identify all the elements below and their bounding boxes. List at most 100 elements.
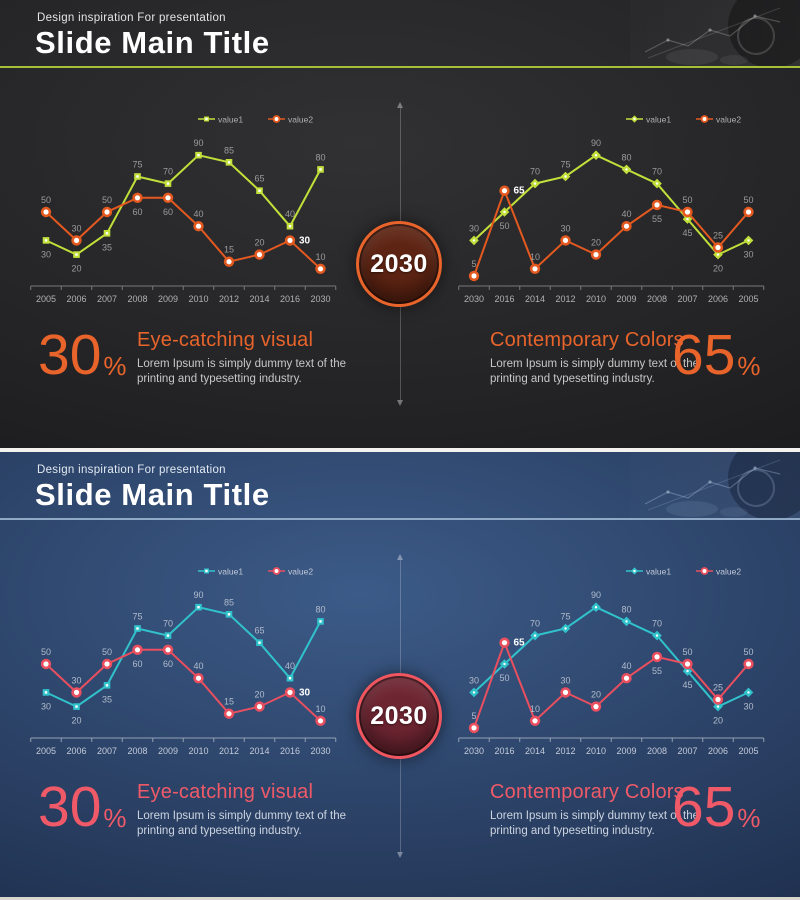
svg-text:80: 80 — [315, 152, 325, 162]
stat-right-number: 65 — [672, 323, 736, 387]
svg-text:2030: 2030 — [464, 746, 484, 756]
line-chart-left: 2005 2006 2007 2008 2009 2010 2012 2014 2016 2030… — [28, 105, 338, 305]
svg-text:90: 90 — [591, 590, 601, 600]
svg-text:value1: value1 — [218, 567, 243, 577]
svg-text:2009: 2009 — [616, 746, 636, 756]
stat-right-body: Lorem Ipsum is simply dummy text of the … — [490, 810, 699, 838]
svg-text:70: 70 — [652, 167, 662, 177]
svg-text:2008: 2008 — [647, 294, 667, 304]
svg-text:value1: value1 — [646, 567, 671, 577]
stat-left-number: 30 — [38, 323, 102, 387]
svg-text:30: 30 — [41, 701, 51, 711]
svg-text:90: 90 — [591, 138, 601, 148]
svg-text:50: 50 — [743, 647, 753, 657]
svg-text:2009: 2009 — [616, 294, 636, 304]
svg-text:20: 20 — [254, 238, 264, 248]
svg-text:2007: 2007 — [677, 294, 697, 304]
svg-text:2005: 2005 — [36, 294, 56, 304]
svg-text:65: 65 — [514, 186, 526, 197]
svg-text:30: 30 — [41, 249, 51, 259]
svg-text:2006: 2006 — [708, 294, 728, 304]
corner-photo — [630, 452, 800, 520]
svg-text:70: 70 — [163, 167, 173, 177]
svg-text:value1: value1 — [218, 115, 243, 125]
svg-text:5: 5 — [471, 711, 476, 721]
slide-subtitle: Design inspiration For presentation — [37, 464, 226, 476]
svg-text:30: 30 — [469, 675, 479, 685]
svg-text:2014: 2014 — [525, 746, 545, 756]
svg-text:90: 90 — [193, 590, 203, 600]
svg-text:2009: 2009 — [158, 294, 178, 304]
stat-left-value: 30 % — [38, 323, 127, 387]
arrow-up-icon — [396, 102, 403, 108]
slide-title: Slide Main Title — [35, 477, 270, 512]
line-chart-left: 2005 2006 2007 2008 2009 2010 2012 2014 2016 2030… — [28, 557, 338, 757]
stat-left-heading: Eye-catching visual — [137, 781, 314, 803]
svg-text:2008: 2008 — [127, 294, 147, 304]
svg-text:2030: 2030 — [310, 294, 330, 304]
svg-text:20: 20 — [71, 716, 81, 726]
svg-text:20: 20 — [713, 264, 723, 274]
svg-text:2005: 2005 — [36, 746, 56, 756]
year-circle: 2030 — [356, 221, 442, 307]
svg-text:70: 70 — [530, 167, 540, 177]
svg-text:2012: 2012 — [219, 294, 239, 304]
svg-text:50: 50 — [682, 195, 692, 205]
svg-text:30: 30 — [469, 223, 479, 233]
header-divider — [0, 66, 800, 68]
svg-text:40: 40 — [193, 209, 203, 219]
svg-text:10: 10 — [530, 704, 540, 714]
arrow-up-icon — [396, 554, 403, 560]
svg-text:20: 20 — [713, 716, 723, 726]
svg-text:30: 30 — [743, 701, 753, 711]
svg-text:40: 40 — [193, 661, 203, 671]
slide-blue-theme: Design inspiration For presentation Slid… — [0, 452, 800, 897]
svg-text:55: 55 — [652, 666, 662, 676]
svg-text:2008: 2008 — [127, 746, 147, 756]
svg-text:50: 50 — [682, 647, 692, 657]
stat-right-body: Lorem Ipsum is simply dummy text of the … — [490, 358, 699, 386]
svg-text:2016: 2016 — [494, 294, 514, 304]
slide-separator — [0, 448, 800, 452]
svg-text:70: 70 — [530, 619, 540, 629]
svg-text:2014: 2014 — [249, 294, 269, 304]
page-bottom-edge — [0, 897, 800, 900]
svg-text:75: 75 — [560, 612, 570, 622]
svg-text:2014: 2014 — [525, 294, 545, 304]
stat-right-unit: % — [737, 350, 761, 381]
svg-text:20: 20 — [254, 690, 264, 700]
svg-text:55: 55 — [652, 214, 662, 224]
svg-text:5: 5 — [471, 259, 476, 269]
slide-dark-theme: Design inspiration For presentation Slid… — [0, 0, 800, 448]
svg-text:70: 70 — [163, 619, 173, 629]
svg-text:value2: value2 — [288, 115, 313, 125]
svg-text:45: 45 — [682, 228, 692, 238]
svg-text:20: 20 — [591, 690, 601, 700]
svg-text:25: 25 — [713, 683, 723, 693]
svg-text:60: 60 — [132, 659, 142, 669]
svg-text:40: 40 — [621, 661, 631, 671]
arrow-down-icon — [396, 852, 403, 858]
stat-left-value: 30 % — [38, 779, 127, 836]
svg-text:65: 65 — [254, 626, 264, 636]
svg-text:value2: value2 — [288, 567, 313, 577]
svg-text:50: 50 — [102, 647, 112, 657]
svg-text:75: 75 — [132, 160, 142, 170]
svg-text:value1: value1 — [646, 115, 671, 125]
svg-text:2007: 2007 — [97, 746, 117, 756]
svg-text:2006: 2006 — [708, 746, 728, 756]
svg-text:50: 50 — [499, 221, 509, 231]
svg-text:70: 70 — [652, 619, 662, 629]
svg-text:80: 80 — [621, 152, 631, 162]
svg-text:2006: 2006 — [66, 746, 86, 756]
svg-text:90: 90 — [193, 138, 203, 148]
svg-text:30: 30 — [299, 235, 311, 246]
svg-text:30: 30 — [560, 675, 570, 685]
svg-text:2010: 2010 — [188, 746, 208, 756]
svg-text:85: 85 — [224, 597, 234, 607]
svg-text:50: 50 — [499, 673, 509, 683]
svg-text:40: 40 — [621, 209, 631, 219]
svg-text:2030: 2030 — [310, 746, 330, 756]
svg-text:50: 50 — [41, 195, 51, 205]
